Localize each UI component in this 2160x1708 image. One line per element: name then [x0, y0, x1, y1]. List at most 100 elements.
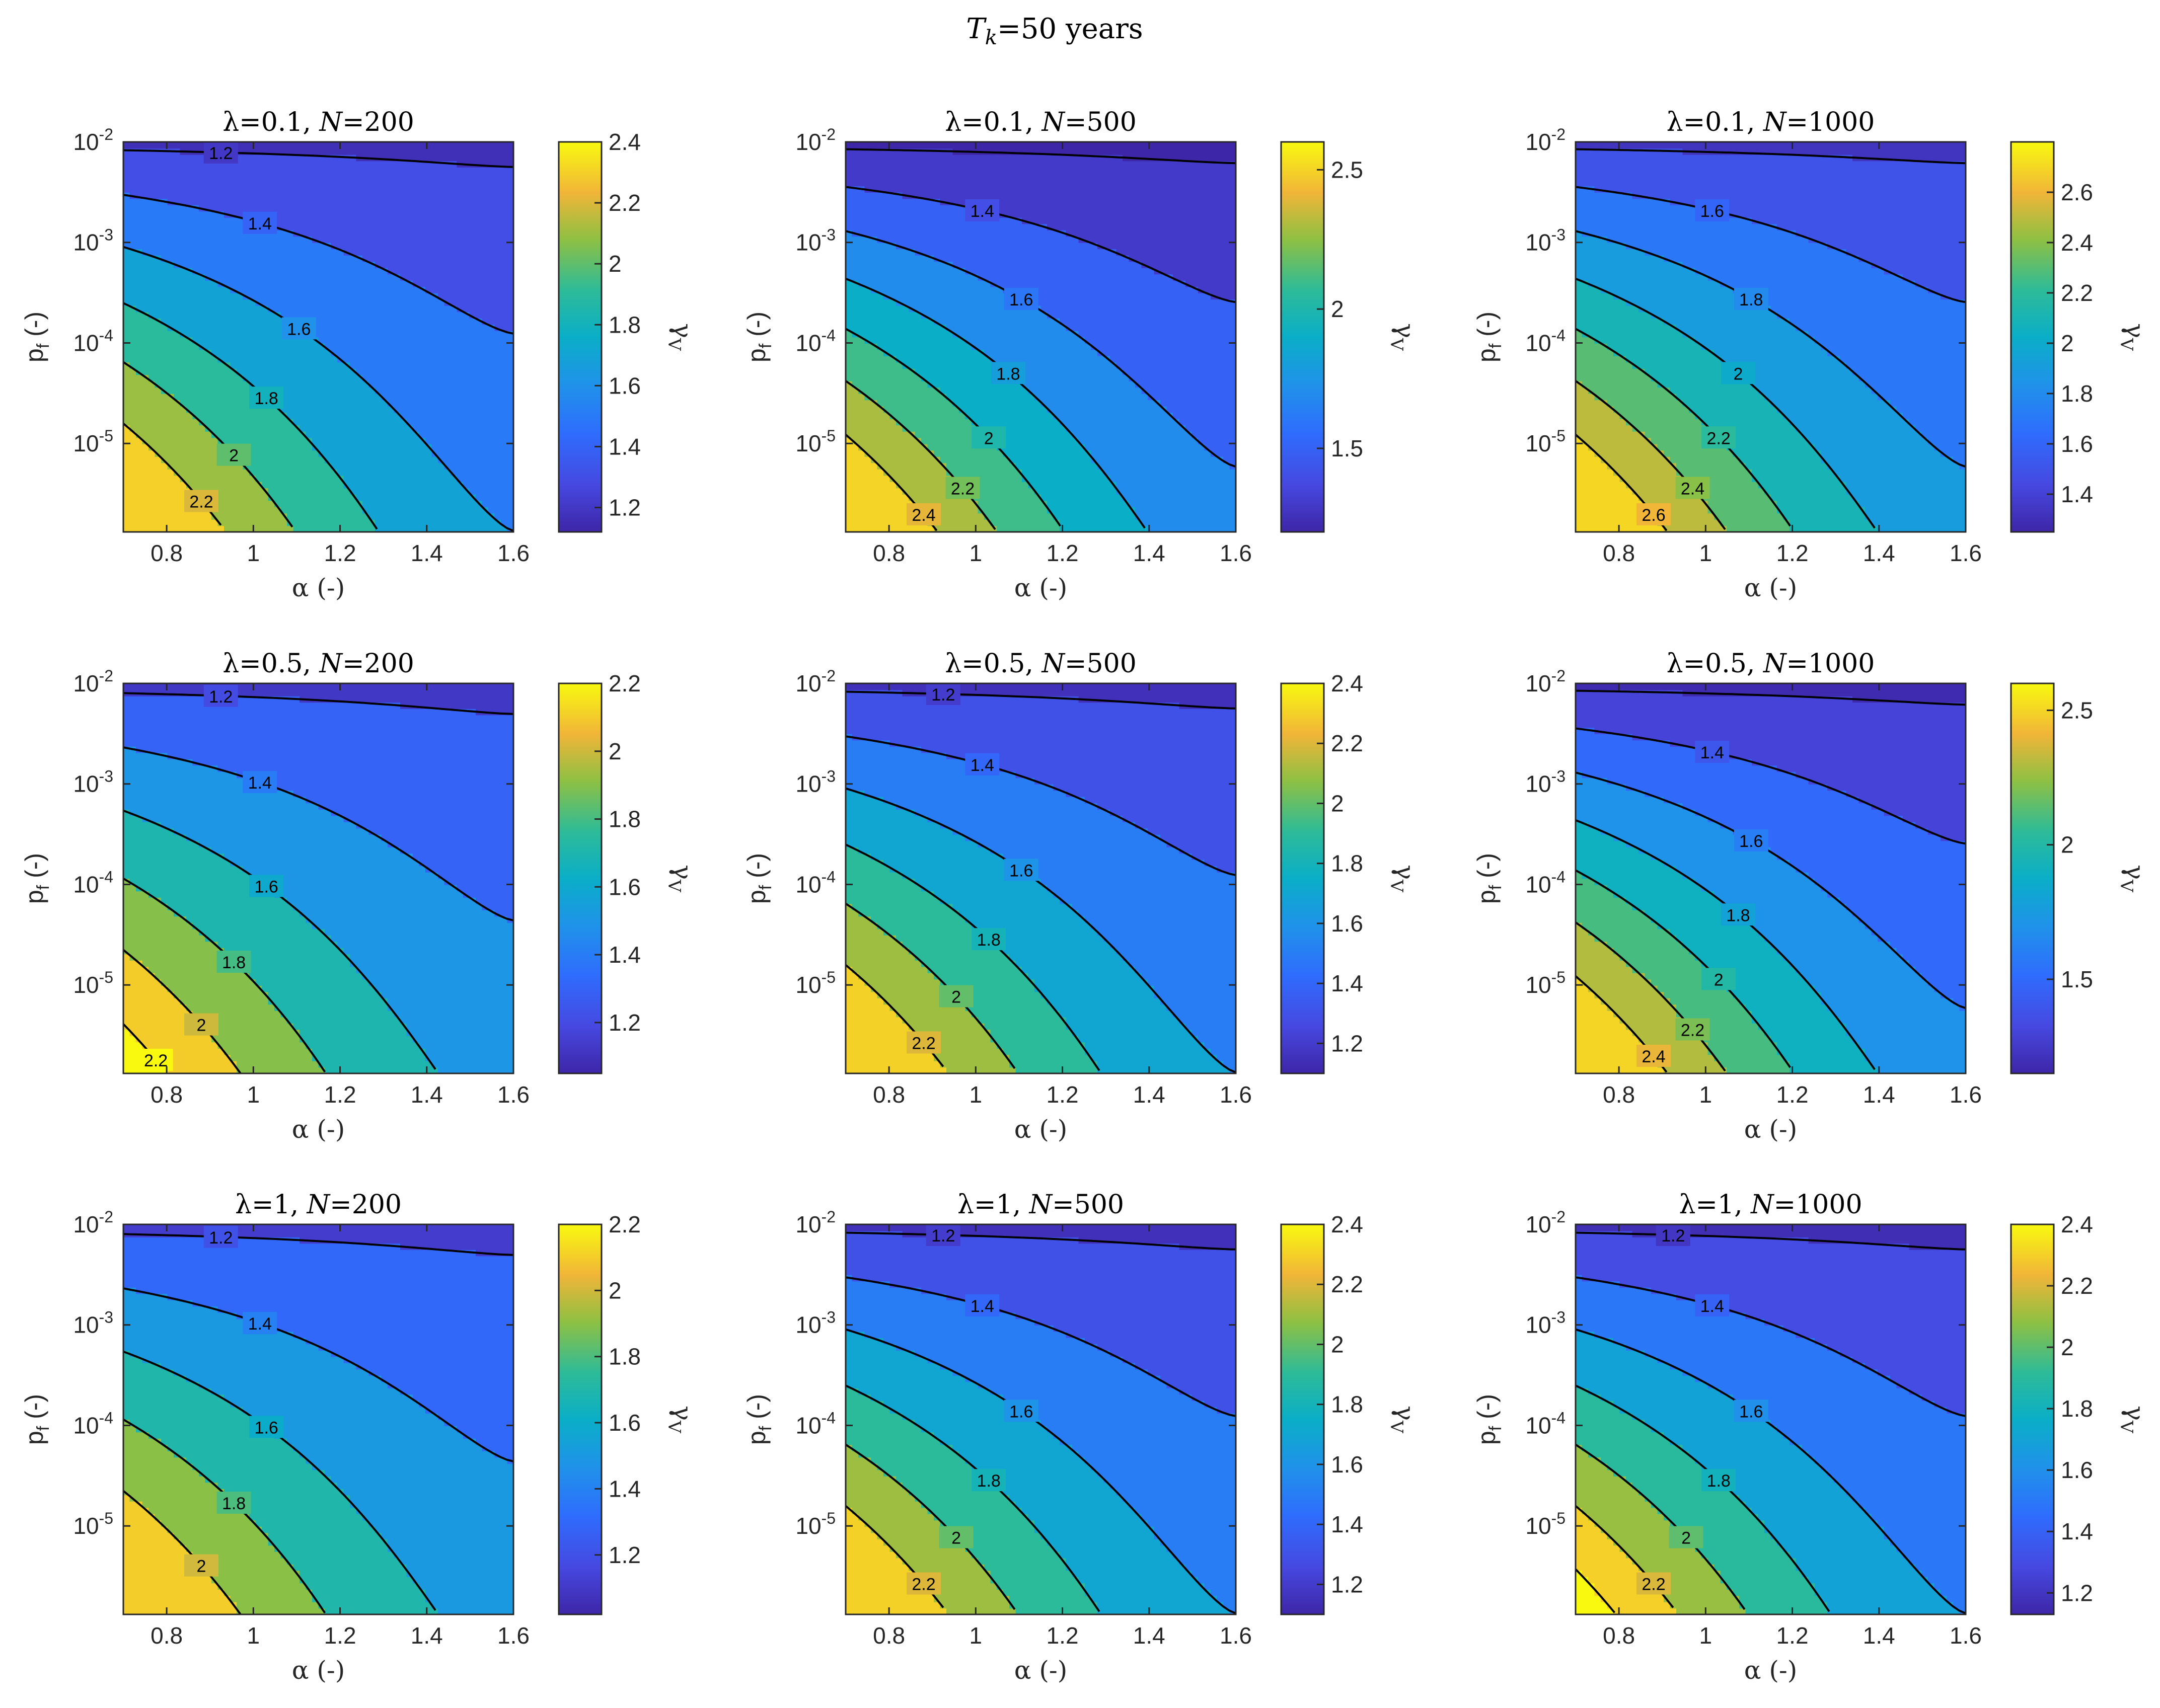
contour-cell	[249, 494, 256, 501]
contour-cell	[142, 431, 149, 438]
contour-cell	[381, 318, 388, 325]
contour-cell	[909, 469, 916, 476]
contour-cell	[934, 268, 941, 275]
contour-cell	[148, 293, 156, 300]
contour-cell	[940, 274, 947, 281]
contour-cell	[362, 173, 369, 180]
contour-cell	[343, 368, 350, 375]
contour-cell	[262, 513, 269, 520]
contour-cell	[946, 142, 953, 149]
contour-cell	[400, 186, 407, 193]
contour-cell	[318, 268, 325, 275]
contour-cell	[864, 142, 871, 149]
contour-cell	[877, 525, 884, 532]
contour-cell	[400, 192, 407, 199]
contour-cell	[469, 513, 476, 520]
contour-cell	[312, 356, 319, 363]
contour-cell	[451, 525, 458, 532]
contour-cell	[350, 425, 357, 432]
contour-cell	[482, 412, 489, 419]
contour-cell	[864, 198, 871, 205]
contour-cell	[217, 513, 225, 520]
contour-cell	[136, 387, 143, 394]
contour-cell	[400, 387, 407, 394]
contour-cell	[331, 223, 338, 230]
contour-cell	[469, 469, 476, 476]
contour-cell	[293, 437, 300, 444]
contour-cell	[507, 343, 513, 350]
contour-cell	[896, 173, 903, 180]
contour-cell	[224, 394, 231, 401]
contour-cell	[488, 519, 495, 526]
contour-cell	[350, 519, 357, 526]
contour-cell	[921, 356, 928, 363]
contour-cell	[871, 425, 878, 432]
contour-cell	[946, 280, 953, 287]
contour-cell	[368, 494, 376, 501]
contour-cell	[161, 412, 168, 419]
contour-cell	[186, 362, 193, 369]
contour-cell	[946, 274, 953, 281]
contour-cell	[192, 255, 199, 262]
contour-cell	[123, 450, 130, 457]
contour-cell	[501, 255, 508, 262]
contour-cell	[306, 431, 313, 438]
contour-cell	[921, 268, 928, 275]
contour-cell	[858, 173, 865, 180]
contour-cell	[148, 450, 156, 457]
contour-cell	[337, 305, 344, 313]
contour-cell	[136, 186, 143, 193]
contour-cell	[438, 419, 445, 426]
contour-cell	[946, 255, 953, 262]
contour-cell	[129, 400, 136, 407]
contour-cell	[494, 205, 501, 212]
contour-cell	[927, 180, 934, 187]
contour-cell	[909, 406, 916, 413]
contour-cell	[318, 312, 325, 319]
contour-cell	[312, 456, 319, 463]
contour-cell	[312, 192, 319, 199]
contour-cell	[921, 400, 928, 407]
contour-cell	[469, 462, 476, 470]
contour-cell	[444, 148, 451, 155]
contour-cell	[438, 312, 445, 319]
contour-cell	[174, 161, 181, 168]
contour-cell	[174, 349, 181, 356]
contour-cell	[877, 450, 884, 457]
contour-cell	[129, 437, 136, 444]
contour-cell	[280, 469, 287, 476]
contour-cell	[507, 469, 513, 476]
contour-cell	[337, 148, 344, 155]
contour-cell	[858, 192, 865, 199]
contour-cell	[438, 305, 445, 313]
contour-cell	[451, 444, 458, 451]
contour-cell	[186, 180, 193, 187]
contour-cell	[280, 368, 287, 375]
contour-cell	[148, 249, 156, 256]
contour-cell	[356, 312, 363, 319]
contour-cell	[381, 255, 388, 262]
contour-cell	[425, 462, 432, 470]
contour-cell	[852, 525, 859, 532]
contour-cell	[431, 488, 438, 495]
contour-cell	[262, 318, 269, 325]
contour-cell	[205, 368, 212, 375]
contour-cell	[921, 198, 928, 205]
contour-cell	[312, 180, 319, 187]
contour-cell	[889, 255, 897, 262]
contour-cell	[406, 507, 413, 514]
contour-cell	[318, 437, 325, 444]
contour-cell	[262, 381, 269, 388]
contour-cell	[161, 475, 168, 482]
contour-cell	[123, 394, 130, 401]
contour-cell	[406, 469, 413, 476]
contour-cell	[318, 368, 325, 375]
contour-cell	[161, 507, 168, 514]
contour-cell	[846, 268, 853, 275]
contour-cell	[883, 230, 890, 237]
contour-cell	[167, 217, 174, 224]
contour-cell	[501, 437, 508, 444]
contour-cell	[306, 475, 313, 482]
contour-cell	[287, 482, 294, 489]
contour-cell	[123, 400, 130, 407]
